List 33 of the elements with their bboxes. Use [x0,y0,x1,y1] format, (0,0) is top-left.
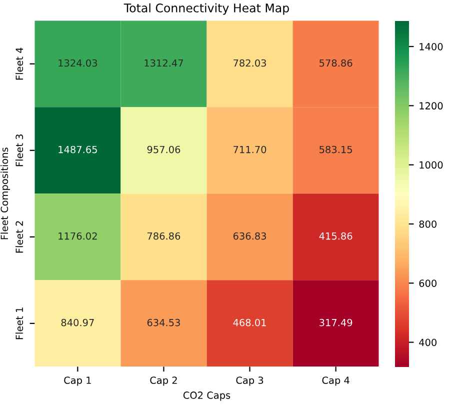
data-label: 1312.47 [144,59,183,67]
data-label: 578.86 [320,59,352,67]
data-label: 468.01 [233,318,266,326]
data-label: 636.83 [233,232,266,240]
color-bar-label: 800 [419,220,437,228]
color-bar-label: 1200 [420,102,443,110]
x-tick-label: Cap 4 [322,376,350,386]
x-tick-label: Cap 1 [64,376,91,386]
y-tick-label: Fleet 1 [16,308,24,340]
data-label: 415.86 [319,232,352,240]
color-bar-label: 1400 [420,43,443,50]
data-label: 957.06 [147,146,180,154]
data-label: 317.49 [320,318,352,326]
data-label: 840.97 [61,318,94,326]
data-label: 782.03 [234,59,266,67]
data-label: 786.86 [148,232,180,240]
data-label: 1324.03 [58,59,97,67]
x-tick-label: Cap 3 [236,376,264,386]
data-label: 1176.02 [58,232,97,240]
x-tick-label: Cap 2 [150,376,177,386]
color-bar-label: 600 [419,280,437,287]
data-label: 711.70 [234,146,266,154]
data-label: 634.53 [147,318,180,326]
data-label: 583.15 [320,146,352,154]
color-bar-label: 1000 [420,161,443,169]
color-bar-label: 400 [419,338,437,346]
y-tick-label: Fleet 4 [16,48,24,80]
y-axis-title: Fleet Compositions [0,148,10,240]
y-tick-label: Fleet 2 [16,221,24,253]
chart-title: Total Connectivity Heat Map [124,3,289,15]
x-axis-title: CO2 Caps [183,392,230,401]
data-label: 1487.65 [58,146,97,154]
y-tick-label: Fleet 3 [16,134,24,166]
